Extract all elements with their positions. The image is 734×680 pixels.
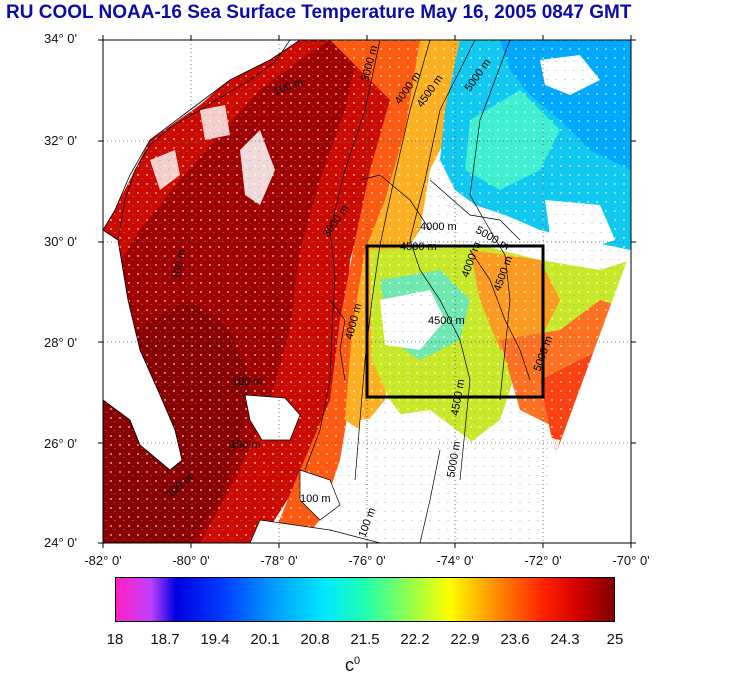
lat-label: 32° 0' (44, 133, 77, 148)
colorbar-tick-label: 20.8 (300, 631, 330, 648)
study-region-box (365, 244, 545, 399)
colorbar-tick-label: 18.7 (150, 631, 180, 648)
colorbar-tick-label: 25 (606, 631, 624, 648)
lon-label: -82° 0' (84, 553, 122, 568)
lon-label: -76° 0' (348, 553, 386, 568)
lat-label: 34° 0' (44, 31, 77, 46)
svg-text:4500 m: 4500 m (428, 315, 465, 327)
lon-label: -74° 0' (436, 553, 474, 568)
unit-text: c (345, 655, 354, 675)
map-title: RU COOL NOAA-16 Sea Surface Temperature … (6, 2, 632, 23)
colorbar-unit: c0 (345, 655, 360, 676)
bathymetry-contours (117, 39, 531, 544)
lon-label: -80° 0' (172, 553, 210, 568)
colorbar-tick-label: 19.4 (200, 631, 230, 648)
svg-text:100 m: 100 m (230, 439, 261, 451)
colorbar-tick-label: 21.5 (350, 631, 380, 648)
svg-text:4000 m: 4000 m (420, 221, 457, 233)
colorbar-tick-label: 23.6 (500, 631, 530, 648)
axis-ticks (98, 35, 636, 548)
colorbar-tick-label: 24.3 (550, 631, 580, 648)
colorbar-tick-label: 18 (106, 631, 124, 648)
svg-text:100 m: 100 m (300, 493, 331, 505)
unit-superscript: 0 (354, 655, 361, 667)
colorbar-tick-label: 20.1 (250, 631, 280, 648)
svg-text:100 m: 100 m (171, 248, 188, 280)
lat-label: 28° 0' (44, 335, 77, 350)
colorbar-tick-label: 22.2 (400, 631, 430, 648)
lat-label: 26° 0' (44, 436, 77, 451)
colorbar-tick-label: 22.9 (450, 631, 480, 648)
lon-label: -72° 0' (524, 553, 562, 568)
lon-label: -78° 0' (260, 553, 298, 568)
lat-label: 30° 0' (44, 234, 77, 249)
temperature-colorbar (115, 577, 615, 622)
lon-label: -70° 0' (612, 553, 650, 568)
lat-label: 24° 0' (44, 535, 77, 550)
svg-text:100 m: 100 m (232, 376, 263, 388)
